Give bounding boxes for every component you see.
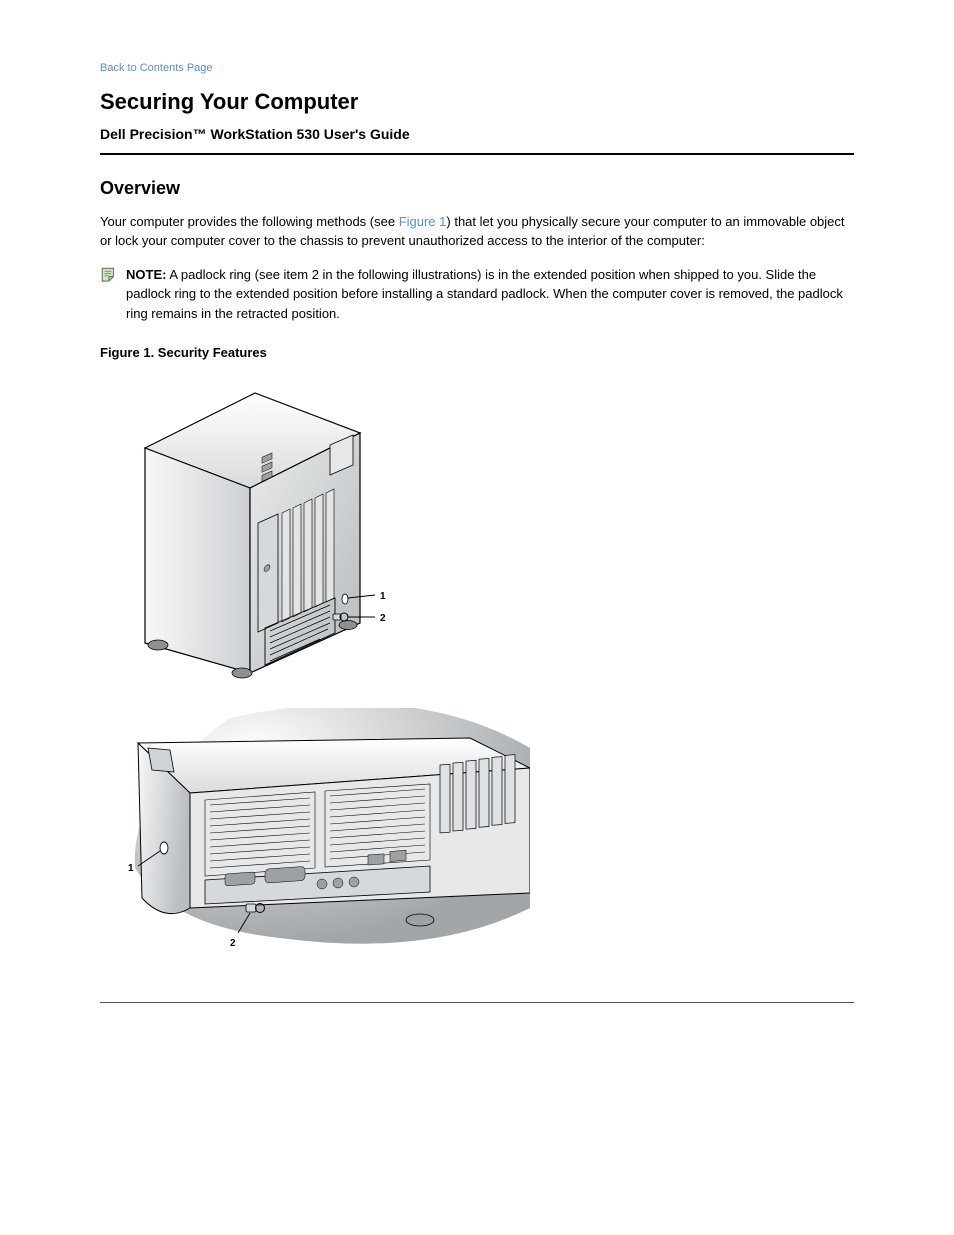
note-text: NOTE: A padlock ring (see item 2 in the … xyxy=(126,265,854,324)
tower-callout-1: 1 xyxy=(380,591,386,602)
figure-1-title: Figure 1. Security Features xyxy=(100,343,854,363)
page-title: Securing Your Computer xyxy=(100,85,854,118)
desktop-callout-2: 2 xyxy=(230,938,236,949)
page-subtitle: Dell Precision™ WorkStation 530 User's G… xyxy=(100,124,854,145)
desktop-illustration: 1 2 xyxy=(110,708,854,974)
note-body: A padlock ring (see item 2 in the follow… xyxy=(126,267,843,321)
overview-paragraph: Your computer provides the following met… xyxy=(100,212,854,251)
note-label: NOTE: xyxy=(126,267,166,282)
figure-1-link[interactable]: Figure 1 xyxy=(399,214,447,229)
overview-heading: Overview xyxy=(100,175,854,202)
note-icon xyxy=(100,266,118,284)
note-block: NOTE: A padlock ring (see item 2 in the … xyxy=(100,265,854,324)
tower-illustration: 1 2 xyxy=(110,373,854,699)
back-to-contents-link[interactable]: Back to Contents Page xyxy=(100,60,854,77)
tower-callout-2: 2 xyxy=(380,613,386,624)
overview-text-1: Your computer provides the following met… xyxy=(100,214,399,229)
desktop-callout-1: 1 xyxy=(128,863,134,874)
divider-bottom xyxy=(100,1002,854,1003)
divider-top xyxy=(100,153,854,155)
